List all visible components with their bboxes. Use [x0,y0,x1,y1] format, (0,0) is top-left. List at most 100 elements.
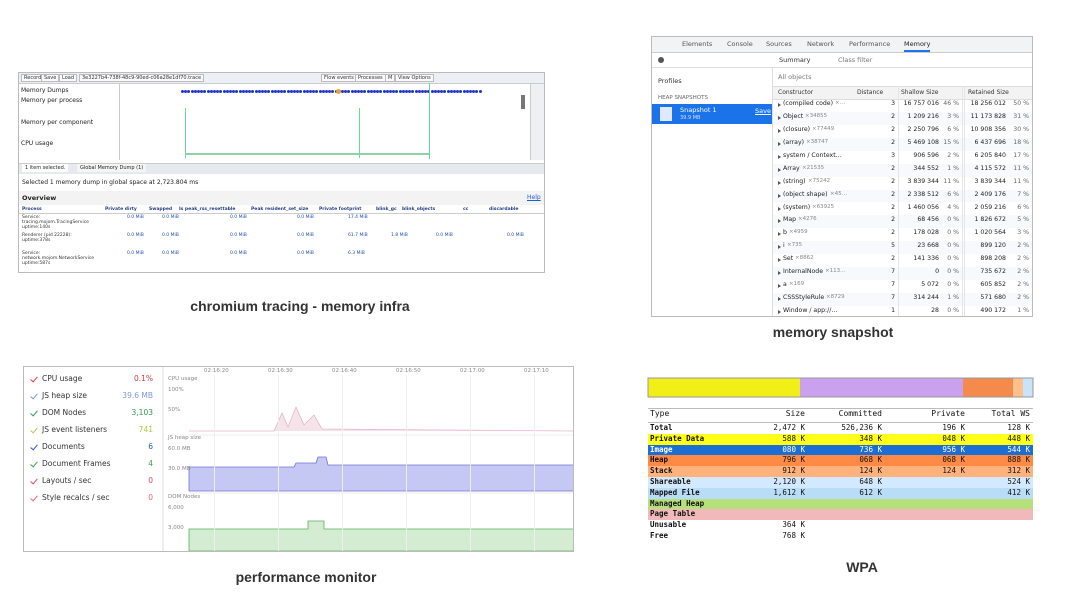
shallow-pct: 11 % [943,177,959,185]
row-band [648,477,1033,488]
tab-bar [652,37,1032,53]
type-column-header: Type [650,409,670,418]
row-cell: 588 K [782,433,805,443]
row-cell: 796 K [782,455,805,465]
retained-size: 10 908 356 [970,125,1006,133]
tab: Global Memory Dump (1) [77,164,147,172]
cell-value: 0.0 MiB [230,251,247,256]
shallow-size: 1 209 216 [907,112,940,120]
distance: 2 [891,177,895,185]
dump-dot [312,90,316,93]
expand-arrow [778,297,781,302]
dump-dot [395,90,399,93]
chart-tick: 60.0 MB [168,446,191,452]
dump-dot [465,90,469,93]
shallow-size: 314 244 [913,294,939,302]
dump-dot [190,90,194,93]
retained-size: 571 680 [980,294,1006,302]
retained-pct: 2 % [1017,242,1029,250]
dump-dot [462,90,466,93]
dump-dot [478,90,482,93]
devtools-tab: Memory [904,40,931,52]
toolbar-button: View Options [395,74,434,82]
dump-dot [421,90,424,93]
track-line [359,108,360,158]
row-band [648,520,1033,531]
retained-size: 3 839 344 [974,177,1007,185]
shallow-size: 5 072 [921,281,939,289]
retained-size: 490 172 [980,307,1006,315]
retained-pct: 7 % [1017,190,1029,198]
track-label: Memory Dumps [21,87,69,94]
cell-value: 0.0 MiB [297,251,314,256]
dump-dot [200,90,204,93]
help-link: Help [527,194,541,201]
selected-dump [336,89,341,94]
column-header: Shallow Size [901,89,939,96]
shallow-size: 178 028 [913,229,939,237]
time-grid [470,375,471,551]
dump-dot [398,90,402,93]
metric-name: Documents [42,442,85,451]
cell-value: 0.0 MiB [127,215,144,220]
dump-dot [280,90,284,93]
dump-dot [328,90,332,93]
column-header: discardable [489,207,519,212]
instance-count: ×169 [789,281,805,288]
retained-pct: 2 % [1017,294,1029,302]
dump-dot [417,90,421,93]
constructor: Object [783,112,804,120]
row-type: Managed Heap [650,498,705,508]
shallow-size: 28 [931,307,939,315]
instance-count: ×113… [825,268,846,275]
column-header: Size [785,409,805,418]
retained-size: 6 437 696 [974,138,1007,146]
devtools-tab: Elements [682,40,713,48]
dump-dot [216,90,220,93]
dump-dot [251,90,255,93]
dump-dot [357,90,360,93]
expand-arrow [778,115,781,120]
row-cell: 068 K [859,455,882,465]
row-stripe [773,293,1032,306]
dump-dot [350,90,354,93]
row-cell: 128 K [1007,423,1030,432]
shallow-size: 16 757 016 [903,100,939,107]
dump-dot [456,90,460,93]
row-band [648,423,1033,434]
row-cell: 312 K [1007,466,1030,476]
row-cell: 196 K [942,423,965,432]
row-cell: 412 K [1007,487,1030,497]
cell-value: 1.8 MiB [391,233,408,238]
cell-value: 0.0 MiB [507,233,524,238]
expand-arrow [778,154,781,159]
constructor: a [783,281,787,289]
row-cell: 448 K [1007,433,1030,443]
retained-size: 605 852 [980,281,1006,289]
shallow-pct: 0 % [947,255,959,263]
dump-dot [475,90,479,93]
dump-dot [232,90,236,93]
distance: 2 [891,203,895,211]
column-header: Is peak_rss_resettable [179,207,236,212]
header-rule [648,408,1033,409]
row-type: Unusable [650,520,687,530]
distance: 3 [891,100,895,107]
dump-dot [363,90,367,93]
shallow-pct: 46 % [943,100,959,107]
shallow-pct: 1 % [947,164,959,172]
caption: chromium tracing - memory infra [190,298,410,314]
retained-pct: 50 % [1013,100,1029,107]
time-grid [214,375,215,551]
row-cell: 080 K [782,444,805,454]
time-label: 02:16:20 [204,368,229,374]
instance-count: ×735 [787,242,803,249]
cell-value: 0.0 MiB [162,233,179,238]
dump-dot [273,90,277,93]
retained-pct: 5 % [1017,216,1029,224]
dump-dot [446,90,450,93]
dump-dot [238,90,242,93]
constructor: Map [783,216,797,224]
metric-name: JS heap size [42,391,88,400]
tab: 1 item selected. [22,164,69,172]
